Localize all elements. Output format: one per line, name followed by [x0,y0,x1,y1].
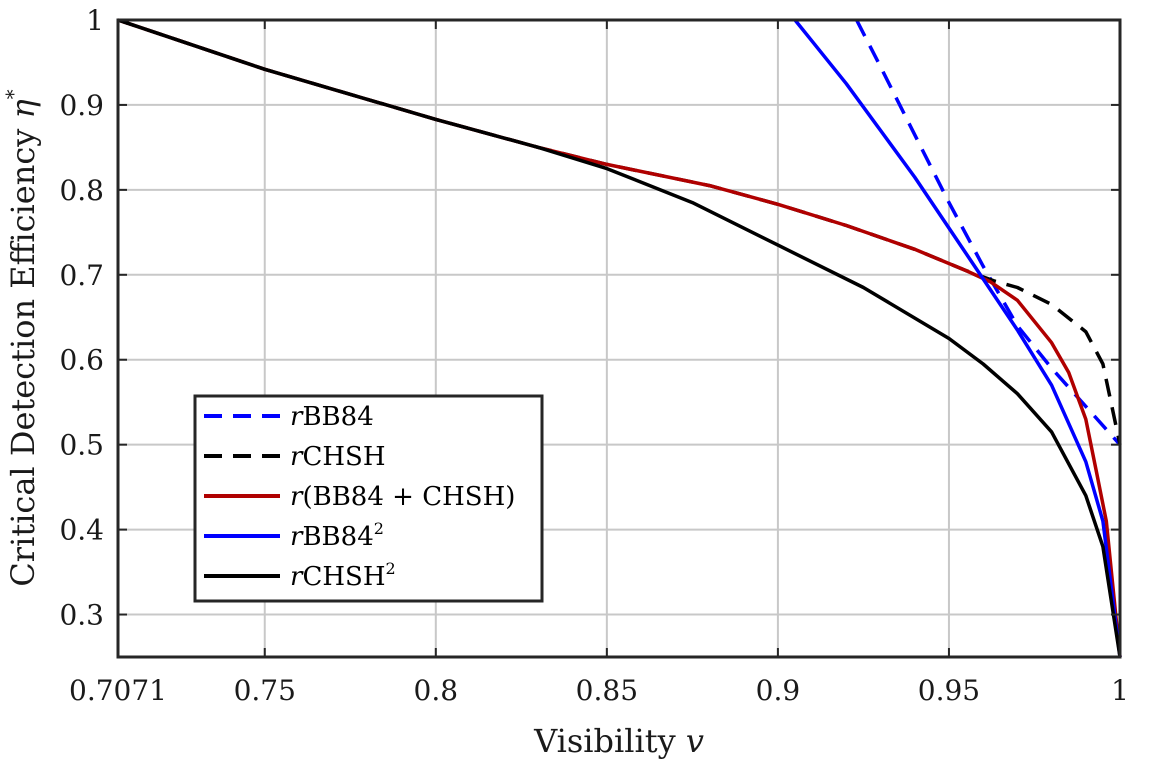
x-tick-label: 0.85 [576,674,638,707]
x-tick-label: 0.7071 [69,674,167,707]
x-tick-label: 0.8 [414,674,459,707]
y-axis-label-variable: η [4,99,42,118]
legend-label-prefix: r [290,402,304,432]
x-tick-label: 1 [1111,674,1129,707]
plot-frame [116,18,1122,659]
series-line-1 [855,19,1122,446]
x-axis-label: Visibility v [533,722,704,760]
series-layer [117,18,1122,658]
y-tick-label: 1 [86,4,104,37]
series-line-5 [117,18,1122,658]
legend-label-5: rCHSH2 [290,559,396,592]
x-axis-label-text: Visibility [533,722,686,760]
legend-label-2: rCHSH [290,442,386,472]
x-tick-label: 0.75 [234,674,296,707]
legend-label-superscript: 2 [374,519,384,538]
legend-label-main: CHSH [302,442,385,472]
x-axis-label-variable: v [686,722,704,760]
legend-label-prefix: r [290,562,304,592]
series-line-4 [793,18,1122,658]
y-axis-label-text: Critical Detection Efficiency [4,119,42,587]
legend-label-main: BB84 [302,402,373,432]
legend-label-3: r(BB84 + CHSH) [290,482,515,512]
y-axis-label-superscript: * [1,89,25,99]
y-tick-label: 0.6 [59,344,104,377]
legend-label-4: rBB842 [290,519,384,552]
legend-label-1: rBB84 [290,402,374,432]
y-axis-label: Critical Detection Efficiency η* [1,89,42,586]
y-tick-label: 0.9 [59,89,104,122]
axis-ticks: 0.7071 0.75 0.8 0.85 0.9 0.95 1 0.3 0.4 0.5 0.6 0.7… [59,4,1128,707]
y-tick-label: 0.3 [59,599,104,632]
x-tick-label: 0.9 [756,674,801,707]
legend-label-main: BB84 [302,522,373,552]
legend-box [193,394,544,603]
legend-label-main: (BB84 + CHSH) [302,482,515,512]
y-tick-label: 0.5 [59,429,104,462]
legend-label-prefix: r [290,522,304,552]
y-tick-label: 0.4 [59,514,104,547]
legend-label-main: CHSH [302,562,385,592]
legend-label-superscript: 2 [386,559,396,578]
x-tick-label: 0.95 [918,674,980,707]
y-tick-label: 0.7 [59,259,104,292]
legend-label-prefix: r [290,442,304,472]
y-tick-label: 0.8 [59,174,104,207]
legend-label-prefix: r [290,482,304,512]
